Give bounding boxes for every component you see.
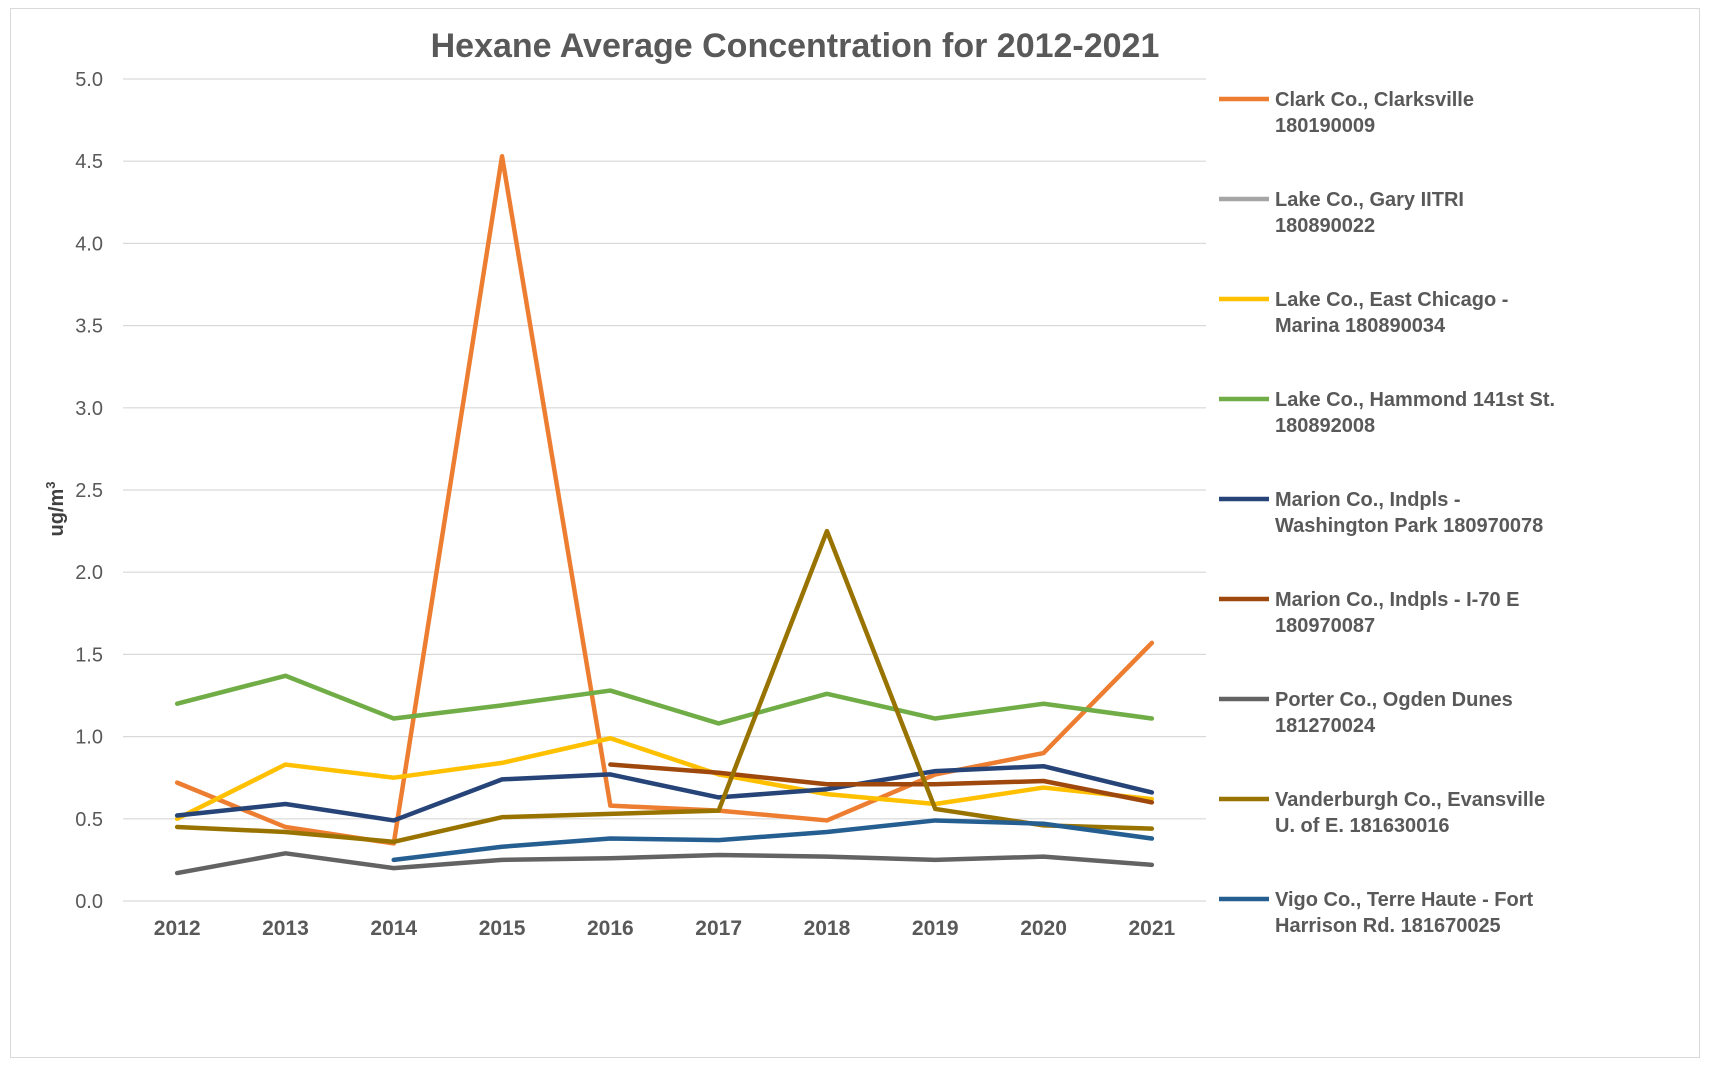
x-tick-label: 2020 [1020, 917, 1067, 940]
legend-label: Marina 180890034 [1275, 315, 1446, 337]
series-lines [174, 154, 1155, 876]
y-tick-label: 1.0 [75, 727, 103, 749]
legend-label: 180892008 [1275, 415, 1375, 437]
y-tick-label: 0.0 [75, 891, 103, 913]
legend-label: Harrison Rd. 181670025 [1275, 915, 1501, 937]
y-tick-label: 3.0 [75, 398, 103, 420]
y-tick-label: 3.5 [75, 316, 103, 338]
legend-label: Vigo Co., Terre Haute - Fort [1275, 889, 1534, 911]
x-tick-label: 2012 [154, 917, 201, 940]
x-tick-label: 2015 [479, 917, 526, 940]
y-axis-label-superscript: 3 [43, 481, 58, 488]
legend-label: Porter Co., Ogden Dunes [1275, 689, 1513, 711]
y-tick-label: 1.5 [75, 644, 103, 666]
legend-item: Marion Co., Indpls - I-70 E 180970087 [1219, 589, 1519, 637]
legend-label: Vanderburgh Co., Evansville [1275, 789, 1545, 811]
series-line [608, 762, 1155, 805]
y-axis-label: ug/m3 [43, 481, 68, 536]
legend-item: Vigo Co., Terre Haute - Fort Harrison Rd.… [1219, 889, 1534, 937]
legend-label: Marion Co., Indpls - I-70 E [1275, 589, 1519, 611]
x-tick-label: 2021 [1128, 917, 1175, 940]
line-chart: Hexane Average Concentration for 2012-20… [43, 27, 1555, 940]
legend-label: 181270024 [1275, 715, 1376, 737]
x-tick-label: 2017 [695, 917, 742, 940]
legend-label: Washington Park 180970078 [1275, 515, 1543, 537]
series-line [174, 673, 1155, 726]
legend-label: 180890022 [1275, 215, 1375, 237]
legend-item: Clark Co., Clarksville 180190009 [1219, 89, 1474, 137]
series-line [391, 818, 1155, 863]
chart-title: Hexane Average Concentration for 2012-20… [431, 27, 1160, 65]
legend-label: Marion Co., Indpls - [1275, 489, 1461, 511]
legend-label: Lake Co., East Chicago - [1275, 289, 1508, 311]
legend-item: Marion Co., Indpls - Washington Park 1809… [1219, 489, 1543, 537]
y-tick-label: 2.0 [75, 562, 103, 584]
legend-item: Lake Co., East Chicago - Marina 180890034 [1219, 289, 1508, 337]
x-tick-label: 2018 [804, 917, 851, 940]
y-axis-ticks: 0.0 0.5 1.0 1.5 2.0 2.5 3.0 3.5 4.0 4.5 5.0 [75, 69, 103, 913]
series-line [174, 851, 1155, 876]
legend-label: 180190009 [1275, 115, 1375, 137]
x-tick-label: 2013 [262, 917, 309, 940]
x-tick-label: 2014 [370, 917, 417, 940]
y-axis-label-text: ug/m [46, 489, 68, 537]
legend-label: Lake Co., Gary IITRI [1275, 189, 1464, 211]
y-tick-label: 5.0 [75, 69, 103, 91]
gridlines [123, 78, 1206, 902]
legend-item: Vanderburgh Co., Evansville U. of E. 1816… [1219, 789, 1545, 837]
legend-label: 180970087 [1275, 615, 1375, 637]
y-tick-label: 2.5 [75, 480, 103, 502]
y-tick-label: 4.0 [75, 233, 103, 255]
chart-frame: Hexane Average Concentration for 2012-20… [10, 8, 1700, 1058]
legend-item: Lake Co., Gary IITRI 180890022 [1219, 189, 1464, 237]
x-axis-ticks: 2012 2013 2014 2015 2016 2017 2018 2019 2020 2021 [154, 917, 1176, 940]
legend-item: Porter Co., Ogden Dunes 181270024 [1219, 689, 1513, 737]
legend-item: Lake Co., Hammond 141st St. 180892008 [1219, 389, 1555, 437]
legend-label: U. of E. 181630016 [1275, 815, 1450, 837]
series-line [174, 528, 1155, 845]
y-tick-label: 0.5 [75, 809, 103, 831]
series-line [174, 735, 1155, 822]
legend-label: Clark Co., Clarksville [1275, 89, 1474, 111]
x-tick-label: 2019 [912, 917, 959, 940]
series-line [174, 763, 1155, 823]
legend: Clark Co., Clarksville 180190009 Lake Co.,… [1219, 89, 1555, 937]
y-tick-label: 4.5 [75, 151, 103, 173]
series-line [174, 154, 1155, 846]
x-tick-label: 2016 [587, 917, 634, 940]
legend-label: Lake Co., Hammond 141st St. [1275, 389, 1555, 411]
